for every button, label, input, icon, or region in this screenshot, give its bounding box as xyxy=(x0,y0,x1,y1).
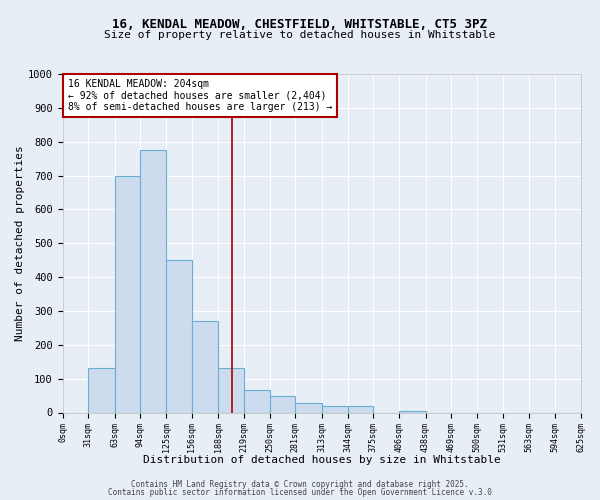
Bar xyxy=(322,406,347,412)
Text: Size of property relative to detached houses in Whitstable: Size of property relative to detached ho… xyxy=(104,30,496,40)
Bar xyxy=(166,260,192,412)
X-axis label: Distribution of detached houses by size in Whitstable: Distribution of detached houses by size … xyxy=(143,455,500,465)
Text: 16 KENDAL MEADOW: 204sqm
← 92% of detached houses are smaller (2,404)
8% of semi: 16 KENDAL MEADOW: 204sqm ← 92% of detach… xyxy=(68,79,332,112)
Bar xyxy=(270,396,295,412)
Bar xyxy=(140,150,166,412)
Bar xyxy=(295,403,322,412)
Bar xyxy=(347,406,373,412)
Y-axis label: Number of detached properties: Number of detached properties xyxy=(15,146,25,341)
Bar xyxy=(218,368,244,412)
Bar xyxy=(244,390,270,412)
Text: Contains HM Land Registry data © Crown copyright and database right 2025.: Contains HM Land Registry data © Crown c… xyxy=(131,480,469,489)
Bar xyxy=(399,411,425,412)
Bar xyxy=(88,368,115,412)
Bar xyxy=(192,321,218,412)
Text: Contains public sector information licensed under the Open Government Licence v.: Contains public sector information licen… xyxy=(108,488,492,497)
Bar xyxy=(115,176,140,412)
Text: 16, KENDAL MEADOW, CHESTFIELD, WHITSTABLE, CT5 3PZ: 16, KENDAL MEADOW, CHESTFIELD, WHITSTABL… xyxy=(113,18,487,30)
